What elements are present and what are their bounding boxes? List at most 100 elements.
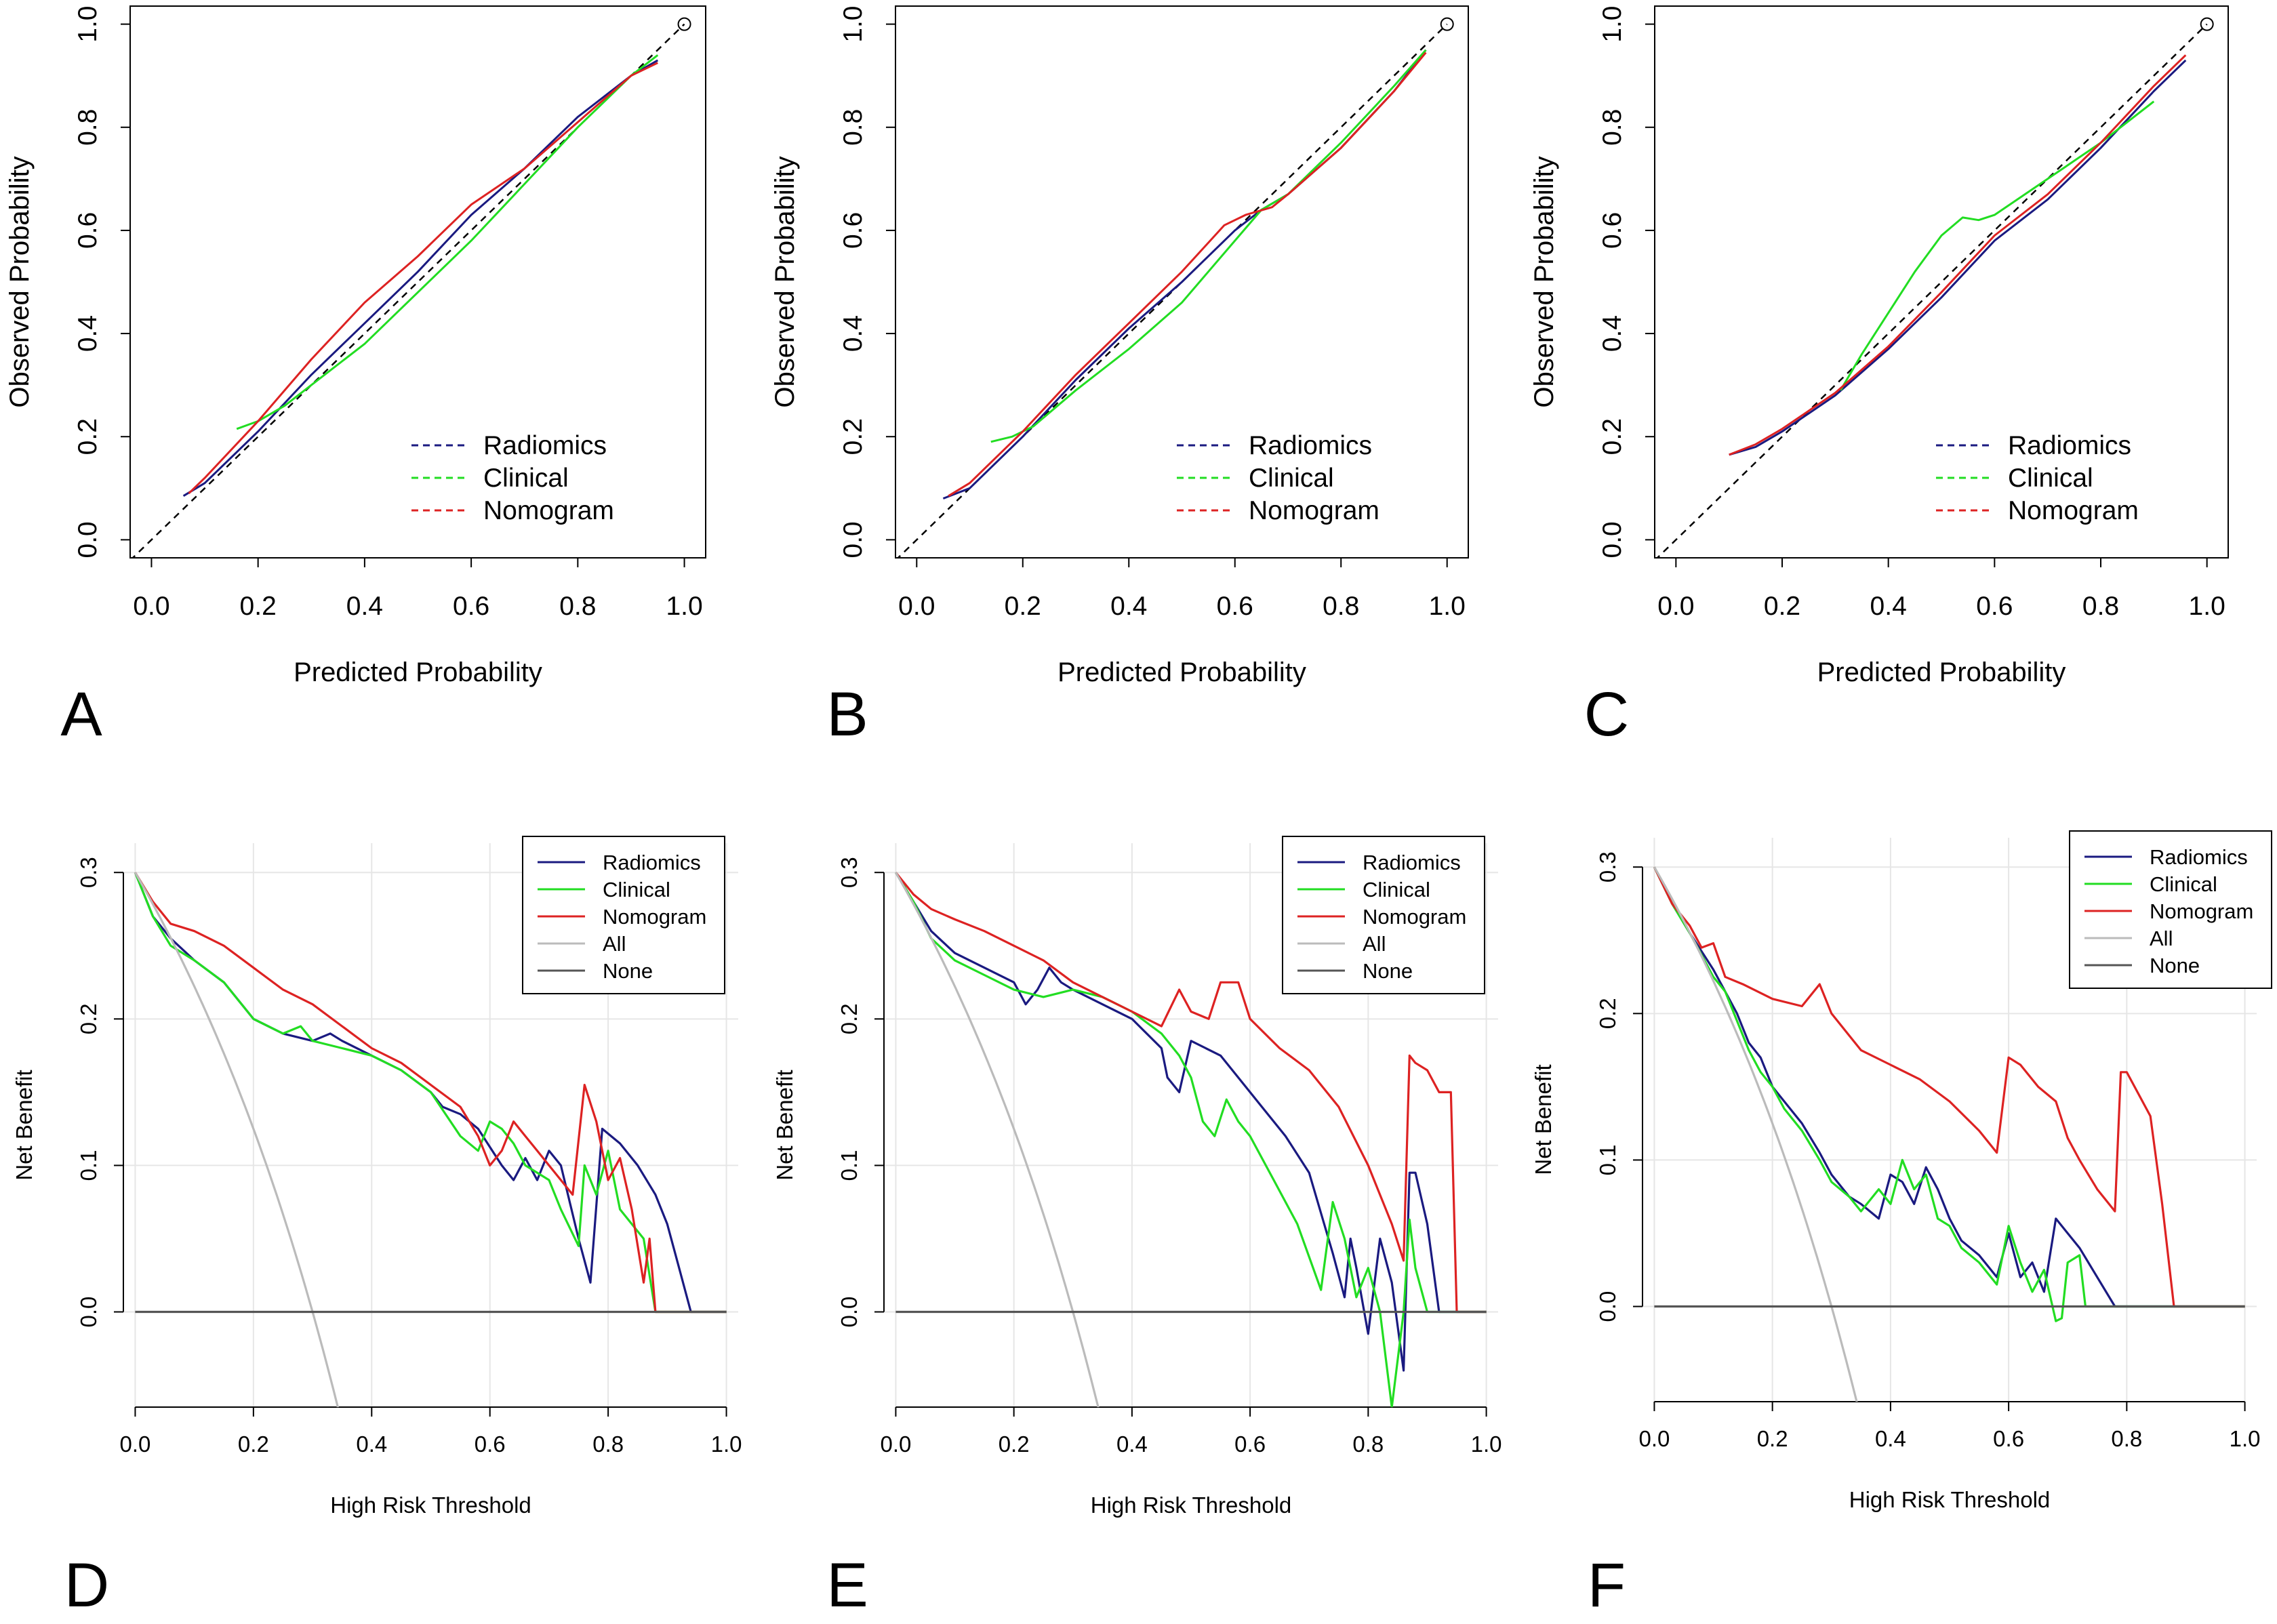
y-tick-label: 0.6 [1598,212,1627,249]
series-group [1653,866,2245,1402]
series-line-nomogram [1729,54,2187,456]
x-tick-label: 0.8 [2082,592,2119,621]
legend-label-clinical: Clinical [2008,464,2093,493]
x-tick-label: 0.8 [1323,592,1359,621]
ideal-line [132,23,685,558]
legend-label-none: None [1363,959,1413,983]
legend-label-clinical: Clinical [603,878,670,901]
legend-label-radiomics: Radiomics [1363,851,1461,874]
ideal-line [1656,23,2208,558]
x-tick-label: 0.8 [1352,1432,1384,1457]
y-tick-label: 0.0 [73,521,102,558]
plot-frame [129,5,706,559]
series-line-nomogram [134,872,727,1314]
x-tick-label: 0.8 [592,1432,624,1457]
y-tick-label: 0.3 [837,857,862,888]
legend-label-nomogram: Nomogram [603,905,706,929]
legend-label-nomogram: Nomogram [1363,905,1466,929]
legend-label-nomogram: Nomogram [483,496,614,525]
y-axis-title: Net Benefit [1531,1064,1556,1175]
panel-c: 0.0 0.2 0.4 0.6 0.8 1.0 0.0 0.2 0.4 0.6 0.8 1.0 Pred… [1529,5,2229,749]
series-line-radiomics [1729,59,2187,456]
series-line-clinical [134,872,727,1314]
y-tick-label: 1.0 [73,6,102,43]
x-tick-label: 0.2 [999,1432,1030,1457]
y-tick-label: 0.4 [839,315,868,352]
series-line-radiomics [1653,866,2245,1308]
x-tick-label: 0.6 [1976,592,2013,621]
panel-label: D [64,1551,109,1620]
x-tick-label: 1.0 [1471,1432,1502,1457]
plot-frame [1654,5,2229,559]
legend-label-nomogram: Nomogram [2150,899,2253,923]
y-tick-label: 1.0 [839,6,868,43]
series-line-clinical [895,872,1487,1407]
y-tick-label: 0.2 [839,418,868,455]
legend-label-radiomics: Radiomics [2008,431,2131,460]
x-tick-label: 0.4 [1870,592,1907,621]
legend-label-clinical: Clinical [1249,464,1334,493]
y-tick-label: 0.6 [73,212,102,249]
y-tick-label: 0.2 [73,418,102,455]
y-axis-title: Observed Probability [5,156,35,407]
y-tick-label: 0.4 [1598,315,1627,352]
series-line-radiomics [182,59,659,497]
y-tick-label: 0.0 [1598,521,1627,558]
panel-b: 0.0 0.2 0.4 0.6 0.8 1.0 0.0 0.2 0.4 0.6 0.8 1.0 Pred… [770,5,1469,749]
series-line-clinical [1839,100,2155,391]
legend-label-nomogram: Nomogram [1249,496,1379,525]
y-axis-title: Observed Probability [1529,156,1559,407]
series-line-clinical [990,49,1427,443]
x-tick-label: 0.2 [1005,592,1041,621]
series-line-nomogram [1653,866,2245,1308]
y-tick-label: 0.0 [839,521,868,558]
series-group [132,17,691,558]
y-tick-label: 0.3 [76,857,101,888]
y-tick-label: 0.8 [839,109,868,146]
legend-label-clinical: Clinical [2150,872,2217,896]
panel-label: A [60,680,102,749]
series-line-all [895,872,1100,1407]
series-line-clinical [1653,866,2245,1322]
legend-label-all: All [1363,932,1386,956]
x-tick-label: 0.2 [1757,1426,1788,1451]
series-group [897,17,1454,558]
series-line-nomogram [895,872,1487,1314]
x-tick-label: 0.6 [1234,1432,1266,1457]
x-tick-label: 0.6 [1217,592,1253,621]
y-tick-label: 0.6 [839,212,868,249]
series-line-all [1653,866,1858,1402]
legend-label-radiomics: Radiomics [483,431,607,460]
x-tick-label: 0.0 [133,592,169,621]
series-group [895,872,1487,1407]
y-tick-label: 0.1 [837,1150,862,1181]
x-tick-label: 0.8 [559,592,596,621]
x-tick-label: 0.4 [356,1432,387,1457]
legend-label-nomogram: Nomogram [2008,496,2139,525]
panel-label: B [826,680,868,749]
y-tick-label: 1.0 [1598,6,1627,43]
x-tick-label: 0.0 [1638,1426,1670,1451]
panel-f: 0.0 0.2 0.4 0.6 0.8 1.0 0.0 0.1 0.2 0.3 High Risk … [1531,830,2272,1620]
x-tick-label: 0.6 [1993,1426,2024,1451]
ideal-endpoint-marker [677,17,691,31]
y-axis-title: Net Benefit [12,1070,37,1180]
y-tick-label: 0.2 [837,1003,862,1034]
ideal-endpoint-marker [1440,17,1454,31]
series-line-radiomics [895,872,1487,1372]
x-axis-title: Predicted Probability [1817,657,2066,687]
y-tick-label: 0.2 [76,1003,101,1034]
y-tick-label: 0.4 [73,315,102,352]
x-tick-label: 1.0 [666,592,702,621]
series-group [134,872,727,1407]
y-tick-label: 0.1 [76,1150,101,1181]
legend-label-all: All [603,932,626,956]
legend-label-none: None [603,959,653,983]
y-tick-label: 0.0 [76,1297,101,1328]
series-line-nomogram [188,62,658,494]
x-tick-label: 0.2 [240,592,277,621]
panel-a: 0.0 0.2 0.4 0.6 0.8 1.0 0.0 0.2 0.4 0.6 0.8 1.0 Pred… [5,5,706,749]
x-axis-title: Predicted Probability [1057,657,1306,687]
x-tick-label: 1.0 [2230,1426,2261,1451]
